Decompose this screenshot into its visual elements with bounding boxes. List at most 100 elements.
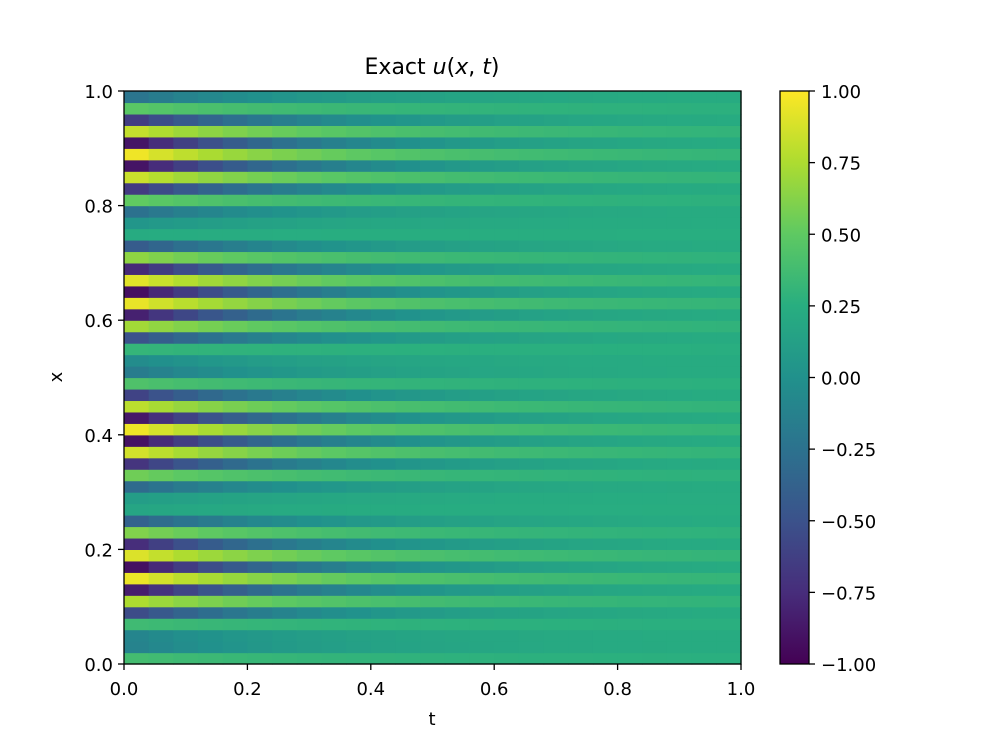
heatmap-cell <box>568 331 594 344</box>
heatmap-cell <box>272 618 298 631</box>
heatmap-cell <box>716 492 742 505</box>
heatmap-cell <box>370 331 397 344</box>
heatmap-cell <box>666 171 693 184</box>
heatmap-cell <box>124 320 150 333</box>
heatmap-cell <box>444 411 471 424</box>
heatmap-cell <box>272 91 298 104</box>
heatmap-cell <box>173 343 199 356</box>
heatmap-cell <box>296 308 323 321</box>
heatmap-cell <box>568 606 594 619</box>
heatmap-cell <box>444 217 471 230</box>
heatmap-cell <box>247 595 273 608</box>
heatmap-cell <box>642 228 668 241</box>
heatmap-cell <box>494 618 520 631</box>
heatmap-cell <box>420 652 446 665</box>
heatmap-cell <box>296 274 323 287</box>
heatmap-cell <box>420 251 446 264</box>
heatmap-cell <box>691 515 717 528</box>
heatmap-cell <box>370 526 397 539</box>
heatmap-cell <box>494 308 520 321</box>
heatmap-cell <box>247 606 273 619</box>
heatmap-cell <box>395 366 421 379</box>
heatmap-cell <box>321 91 347 104</box>
heatmap-cell <box>296 194 323 207</box>
heatmap-cell <box>518 125 545 138</box>
heatmap-cell <box>617 457 643 470</box>
heatmap-cell <box>716 228 742 241</box>
heatmap-cell <box>346 331 372 344</box>
heatmap-cell <box>198 503 224 516</box>
heatmap-cell <box>321 320 347 333</box>
heatmap-cell <box>543 515 569 528</box>
heatmap-cell <box>543 457 569 470</box>
heatmap-cell <box>272 217 298 230</box>
heatmap-cell <box>469 354 495 367</box>
heatmap-cell <box>420 91 446 104</box>
heatmap-cell <box>666 537 693 550</box>
heatmap-cell <box>568 194 594 207</box>
heatmap-cell <box>124 423 150 436</box>
heatmap-cell <box>272 182 298 195</box>
heatmap-cell <box>222 205 248 218</box>
heatmap-cell <box>518 560 545 573</box>
heatmap-cell <box>247 572 273 585</box>
heatmap-cell <box>198 274 224 287</box>
heatmap-cell <box>568 125 594 138</box>
heatmap-cell <box>321 136 347 149</box>
heatmap-cell <box>420 480 446 493</box>
heatmap-cell <box>370 492 397 505</box>
heatmap-cell <box>518 457 545 470</box>
heatmap-cell <box>642 641 668 654</box>
heatmap-cell <box>296 515 323 528</box>
heatmap-cell <box>321 480 347 493</box>
heatmap-cell <box>716 572 742 585</box>
heatmap-cell <box>592 320 619 333</box>
heatmap-cell <box>124 629 150 642</box>
heatmap-cell <box>247 171 273 184</box>
heatmap-cell <box>296 549 323 562</box>
heatmap-cell <box>543 125 569 138</box>
heatmap-cell <box>642 308 668 321</box>
heatmap-cell <box>716 171 742 184</box>
heatmap-cell <box>716 308 742 321</box>
heatmap-cell <box>518 388 545 402</box>
heatmap-cell <box>543 102 569 115</box>
heatmap-cell <box>198 572 224 585</box>
heatmap-cell <box>716 217 742 230</box>
heatmap-cell <box>642 400 668 413</box>
heatmap-cell <box>173 606 199 619</box>
heatmap-cell <box>592 343 619 356</box>
heatmap-cell <box>346 446 372 459</box>
heatmap-cell <box>518 91 545 104</box>
heatmap-cell <box>296 560 323 573</box>
heatmap-cell <box>222 113 248 126</box>
heatmap-cell <box>395 217 421 230</box>
heatmap-cell <box>321 618 347 631</box>
heatmap-cell <box>321 606 347 619</box>
heatmap-cell <box>148 411 174 424</box>
heatmap-cell <box>691 629 717 642</box>
heatmap-cell <box>198 285 224 298</box>
heatmap-cell <box>716 469 742 482</box>
heatmap-cell <box>568 515 594 528</box>
heatmap-cell <box>716 606 742 619</box>
heatmap-cell <box>691 423 717 436</box>
heatmap-cell <box>247 102 273 115</box>
heatmap-cell <box>518 331 545 344</box>
heatmap-cell <box>543 572 569 585</box>
heatmap-cell <box>469 228 495 241</box>
heatmap-cell <box>568 480 594 493</box>
heatmap-cell <box>395 354 421 367</box>
heatmap-cell <box>272 343 298 356</box>
heatmap-cell <box>198 113 224 126</box>
heatmap-cell <box>124 388 150 402</box>
heatmap-cell <box>592 423 619 436</box>
heatmap-cell <box>592 239 619 253</box>
heatmap-cell <box>247 251 273 264</box>
heatmap-cell <box>494 251 520 264</box>
heatmap-cell <box>617 526 643 539</box>
heatmap-cell <box>716 182 742 195</box>
heatmap-cell <box>272 205 298 218</box>
heatmap-cell <box>494 194 520 207</box>
